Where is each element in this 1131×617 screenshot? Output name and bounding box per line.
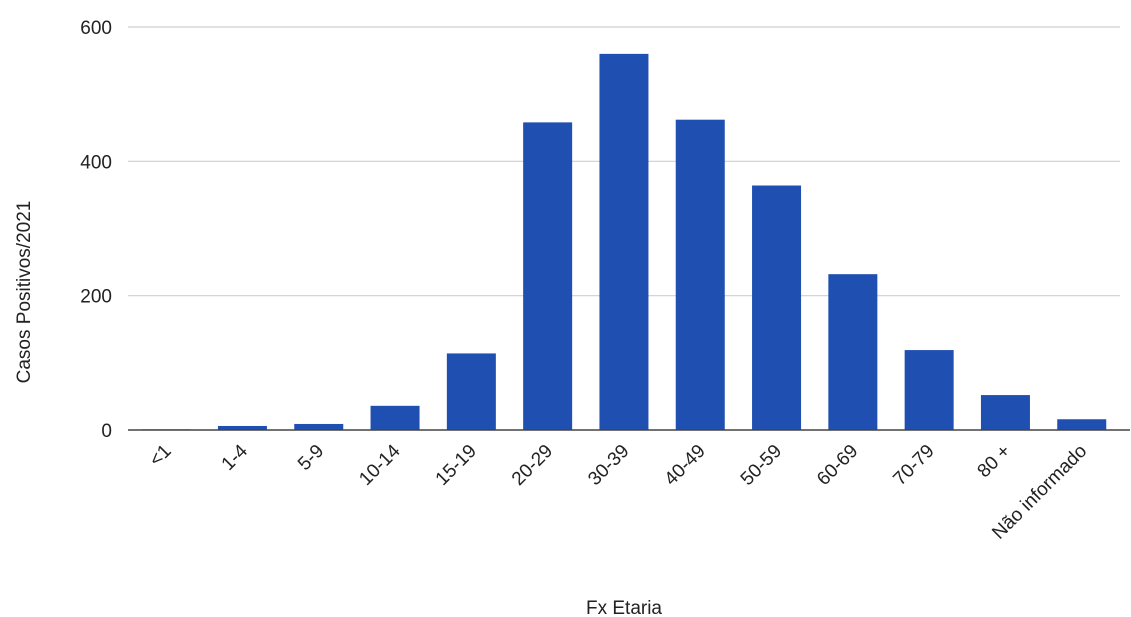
x-tick-label-1-4: 1-4 bbox=[218, 440, 253, 475]
x-tick-label-50-59: 50-59 bbox=[737, 441, 786, 490]
y-tick-label-0: 0 bbox=[101, 421, 112, 442]
bar-40-49 bbox=[675, 119, 725, 430]
bar-15-19 bbox=[446, 353, 496, 430]
bar-30-39 bbox=[599, 53, 649, 430]
y-axis-ticks: 0 200 400 600 bbox=[80, 18, 112, 442]
x-tick-label-40-49: 40-49 bbox=[661, 441, 710, 490]
y-tick-label-600: 600 bbox=[80, 18, 112, 39]
bar-60-69 bbox=[828, 274, 878, 430]
x-tick-label-10-14: 10-14 bbox=[355, 440, 405, 490]
x-tick-label-60-69: 60-69 bbox=[813, 441, 862, 490]
bar-70-79 bbox=[904, 350, 954, 430]
x-tick-label-70-79: 70-79 bbox=[889, 441, 938, 490]
x-axis-title: Fx Etaria bbox=[586, 598, 662, 617]
x-tick-label-20-29: 20-29 bbox=[508, 441, 557, 490]
bar-1-4 bbox=[217, 425, 267, 430]
x-tick-label-30-39: 30-39 bbox=[584, 441, 633, 490]
x-axis-ticks: <1 1-4 5-9 10-14 15-19 20-29 30-39 40-49 50-59 60… bbox=[146, 440, 1092, 543]
bar-20-29 bbox=[523, 122, 573, 431]
x-tick-label-5-9: 5-9 bbox=[294, 441, 328, 475]
x-tick-label--1: <1 bbox=[146, 441, 176, 471]
y-tick-label-200: 200 bbox=[80, 287, 112, 308]
x-tick-label-15-19: 15-19 bbox=[432, 441, 481, 490]
bar-5-9 bbox=[294, 423, 344, 430]
bar-n-o-informado bbox=[1057, 419, 1107, 430]
bars bbox=[141, 53, 1107, 431]
bar-10-14 bbox=[370, 405, 420, 430]
y-axis-title: Casos Positivos/2021 bbox=[14, 201, 35, 384]
bar-50-59 bbox=[752, 185, 802, 430]
bar-80- bbox=[980, 395, 1030, 430]
y-tick-label-400: 400 bbox=[80, 152, 112, 173]
x-tick-label-80-: 80 + bbox=[974, 441, 1015, 482]
